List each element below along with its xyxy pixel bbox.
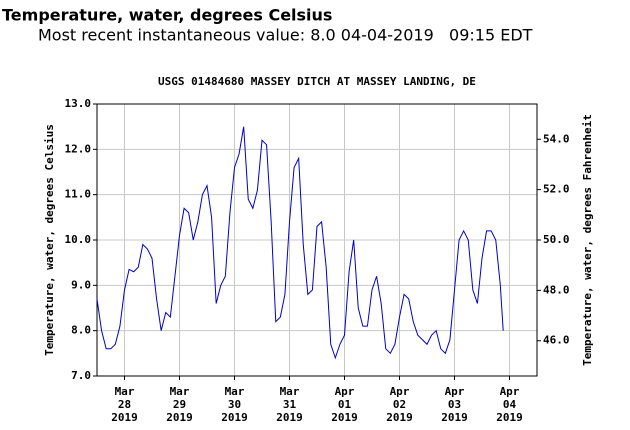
x-tick-label: Mar 30 2019 (221, 385, 248, 424)
y-tick-label: 10.0 (65, 233, 92, 246)
x-tick-label: Apr 04 2019 (496, 385, 523, 424)
plot-title: USGS 01484680 MASSEY DITCH AT MASSEY LAN… (158, 75, 476, 88)
x-tick-label: Mar 31 2019 (276, 385, 303, 424)
data-line (96, 126, 504, 360)
x-tick-label: Apr 02 2019 (386, 385, 413, 424)
y-tick-label: 9.0 (71, 278, 91, 291)
plot-frame (96, 103, 538, 377)
y2-axis-label: Temperature, water, degrees Fahrenheit (581, 114, 594, 366)
subtitle: Most recent instantaneous value: 8.0 04-… (38, 26, 533, 45)
y-tick-label: 7.0 (71, 369, 91, 382)
y2-tick-label: 54.0 (543, 132, 570, 145)
page-title: Temperature, water, degrees Celsius (2, 6, 332, 25)
x-tick-label: Mar 28 2019 (111, 385, 138, 424)
x-tick-label: Apr 03 2019 (441, 385, 468, 424)
y2-tick-label: 52.0 (543, 183, 570, 196)
y-axis-label: Temperature, water, degrees Celsius (43, 124, 56, 356)
y-tick-label: 8.0 (71, 324, 91, 337)
y2-tick-label: 50.0 (543, 233, 570, 246)
x-tick-label: Mar 29 2019 (166, 385, 193, 424)
y-tick-label: 11.0 (65, 188, 92, 201)
y-tick-label: 13.0 (65, 97, 92, 110)
y2-tick-label: 48.0 (543, 283, 570, 296)
y-tick-label: 12.0 (65, 142, 92, 155)
x-tick-label: Apr 01 2019 (331, 385, 358, 424)
y2-tick-label: 46.0 (543, 334, 570, 347)
